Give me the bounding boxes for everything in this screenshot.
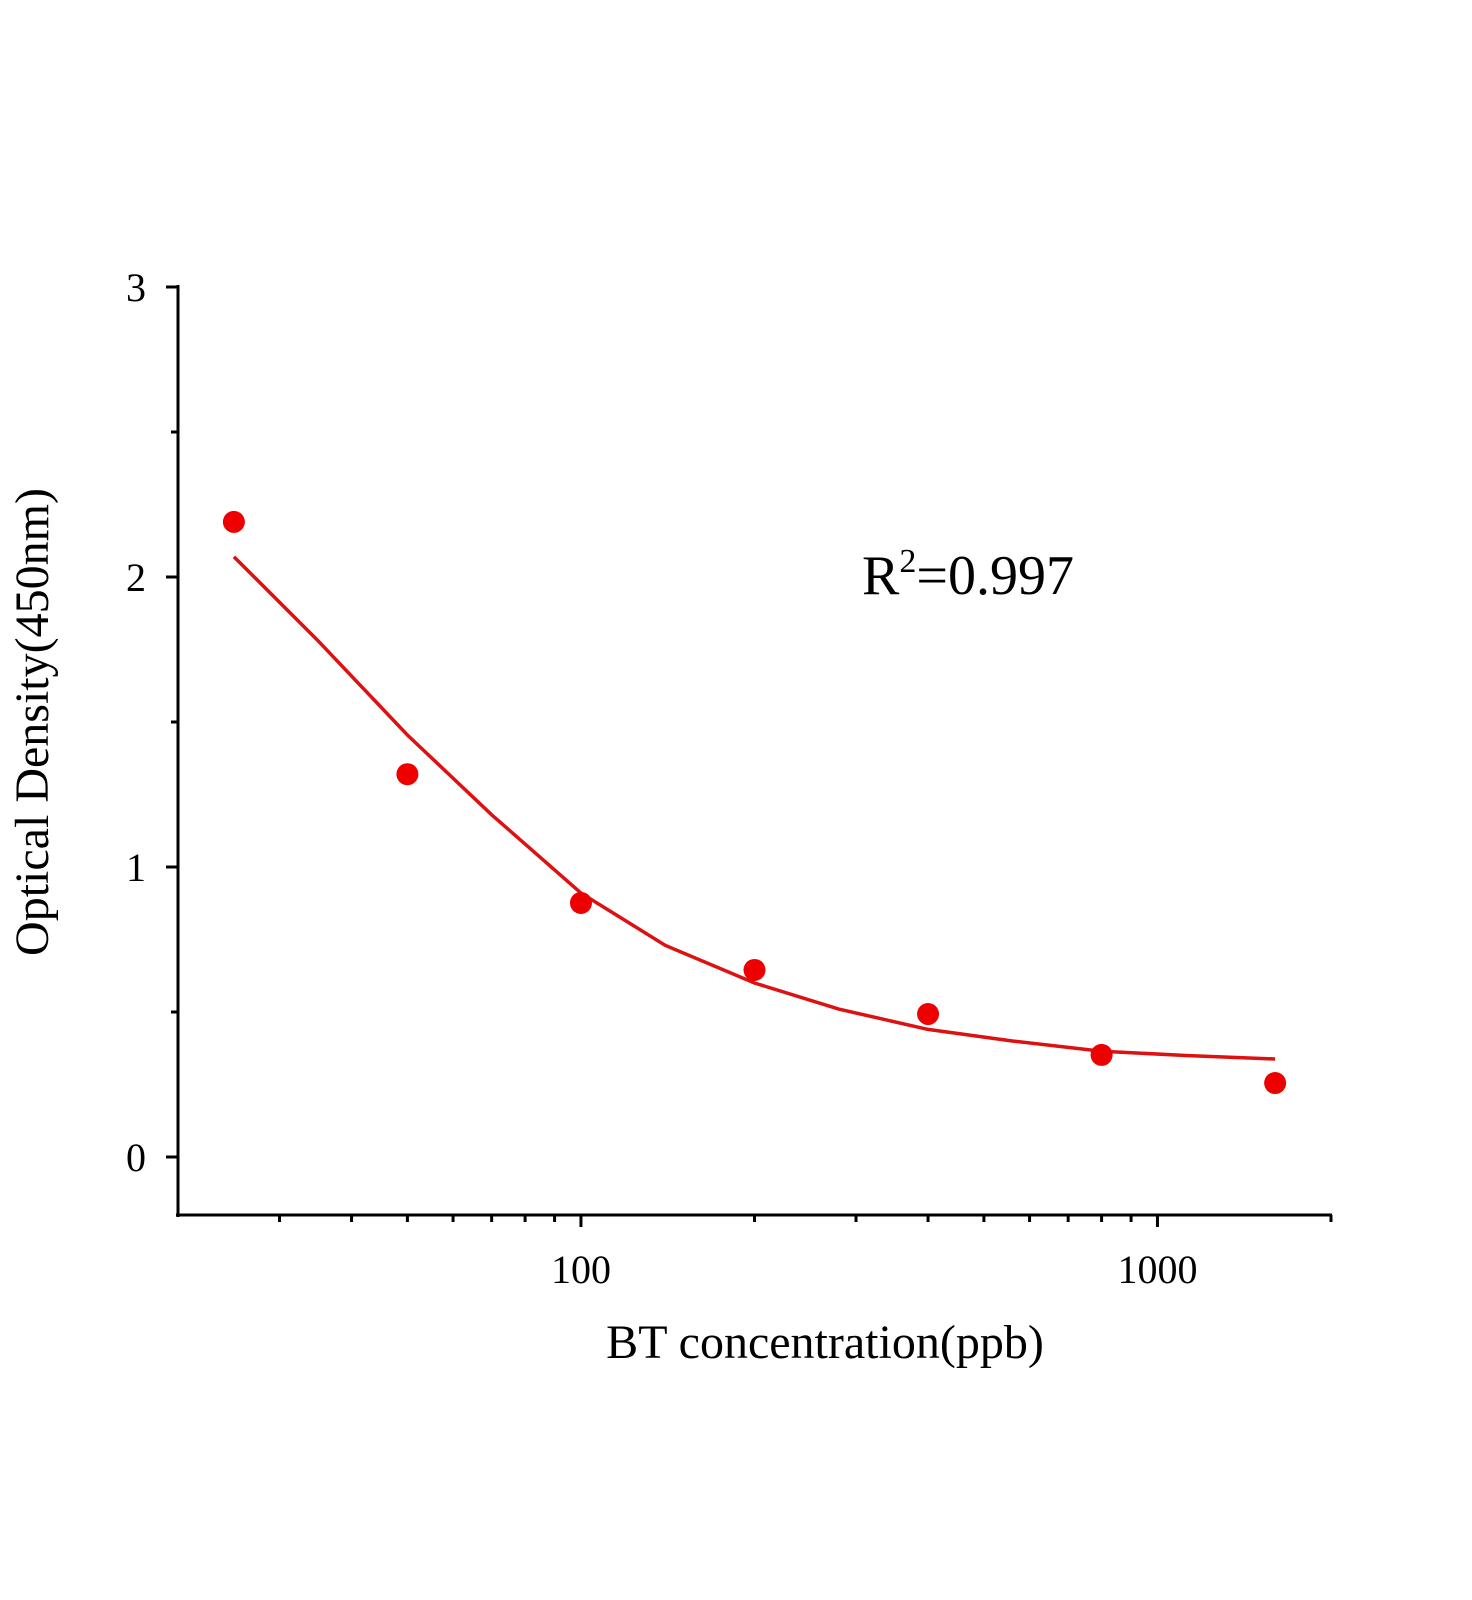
annotation: R2=0.997 <box>862 543 1074 607</box>
fit-curve <box>232 555 1276 1061</box>
y-tick-label: 1 <box>126 845 146 890</box>
data-point <box>1264 1072 1287 1095</box>
data-point <box>569 891 592 914</box>
y-tick-label: 0 <box>126 1135 146 1180</box>
annotation-base: R <box>862 545 900 607</box>
data-point <box>1090 1043 1113 1066</box>
y-tick-label: 2 <box>126 555 146 600</box>
x-axis-label: BT concentration(ppb) <box>606 1316 1044 1369</box>
data-point <box>396 763 419 786</box>
y-tick-label: 3 <box>126 265 146 310</box>
annotation-text: =0.997 <box>916 545 1074 607</box>
x-tick-label: 100 <box>551 1247 611 1292</box>
data-point <box>222 510 245 533</box>
annotation-superscript: 2 <box>899 543 916 580</box>
data-point <box>743 958 766 981</box>
data-point <box>917 1003 940 1026</box>
x-tick-label: 1000 <box>1117 1247 1197 1292</box>
y-axis-label: Optical Density(450nm) <box>6 488 59 956</box>
